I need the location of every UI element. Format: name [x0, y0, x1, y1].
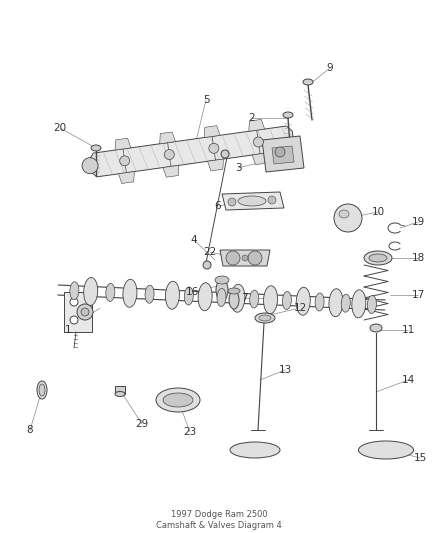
- Ellipse shape: [250, 290, 259, 308]
- Text: 8: 8: [27, 425, 33, 435]
- Circle shape: [164, 150, 174, 159]
- Text: 11: 11: [401, 325, 415, 335]
- Polygon shape: [252, 153, 268, 165]
- Ellipse shape: [166, 281, 180, 309]
- Text: 29: 29: [135, 419, 148, 429]
- Ellipse shape: [303, 79, 313, 85]
- Ellipse shape: [259, 315, 271, 321]
- Ellipse shape: [315, 293, 324, 311]
- Ellipse shape: [238, 196, 266, 206]
- Ellipse shape: [216, 279, 228, 301]
- Ellipse shape: [230, 442, 280, 458]
- Circle shape: [228, 198, 236, 206]
- Ellipse shape: [217, 288, 226, 306]
- Text: 6: 6: [215, 201, 221, 211]
- Text: 12: 12: [293, 303, 307, 313]
- Circle shape: [209, 143, 219, 154]
- Text: 18: 18: [411, 253, 424, 263]
- Polygon shape: [118, 172, 134, 183]
- Ellipse shape: [283, 292, 291, 310]
- Ellipse shape: [184, 287, 193, 305]
- Text: 5: 5: [203, 95, 209, 105]
- Text: 15: 15: [413, 453, 427, 463]
- Polygon shape: [204, 126, 220, 138]
- Ellipse shape: [163, 393, 193, 407]
- Text: 16: 16: [185, 287, 198, 297]
- Ellipse shape: [91, 145, 101, 151]
- Ellipse shape: [77, 304, 93, 320]
- Polygon shape: [115, 138, 131, 150]
- Ellipse shape: [115, 392, 125, 397]
- Text: 23: 23: [184, 427, 197, 437]
- Polygon shape: [64, 292, 92, 332]
- Polygon shape: [89, 126, 294, 177]
- Ellipse shape: [329, 289, 343, 317]
- Ellipse shape: [367, 295, 376, 313]
- Polygon shape: [272, 146, 294, 164]
- Ellipse shape: [264, 286, 278, 314]
- Ellipse shape: [370, 324, 382, 332]
- Circle shape: [70, 316, 78, 324]
- Polygon shape: [249, 119, 265, 131]
- Circle shape: [70, 298, 78, 306]
- Ellipse shape: [339, 210, 349, 218]
- Polygon shape: [115, 386, 125, 394]
- Text: 1: 1: [65, 325, 71, 335]
- Ellipse shape: [215, 276, 229, 284]
- Text: 13: 13: [279, 365, 292, 375]
- Text: 3: 3: [235, 163, 241, 173]
- Circle shape: [221, 150, 229, 158]
- Ellipse shape: [229, 291, 239, 309]
- Circle shape: [268, 196, 276, 204]
- Polygon shape: [220, 250, 270, 266]
- Ellipse shape: [84, 278, 98, 305]
- Circle shape: [334, 204, 362, 232]
- Polygon shape: [160, 132, 176, 144]
- Ellipse shape: [198, 283, 212, 311]
- Ellipse shape: [341, 294, 350, 312]
- Text: 19: 19: [411, 217, 424, 227]
- Polygon shape: [262, 136, 304, 172]
- Text: 20: 20: [53, 123, 67, 133]
- Ellipse shape: [364, 251, 392, 265]
- Circle shape: [203, 261, 211, 269]
- Text: 2: 2: [249, 113, 255, 123]
- Text: 9: 9: [327, 63, 333, 73]
- Ellipse shape: [106, 284, 115, 301]
- Circle shape: [242, 255, 248, 261]
- Ellipse shape: [156, 388, 200, 412]
- Ellipse shape: [296, 287, 310, 315]
- Text: 1997 Dodge Ram 2500
Camshaft & Valves Diagram 4: 1997 Dodge Ram 2500 Camshaft & Valves Di…: [156, 510, 282, 530]
- Text: 17: 17: [411, 290, 424, 300]
- Circle shape: [248, 251, 262, 265]
- Ellipse shape: [70, 282, 79, 300]
- Text: 10: 10: [371, 207, 385, 217]
- Polygon shape: [208, 159, 223, 171]
- Circle shape: [275, 147, 285, 157]
- Ellipse shape: [37, 381, 47, 399]
- Ellipse shape: [255, 313, 275, 323]
- Text: 4: 4: [191, 235, 197, 245]
- Ellipse shape: [123, 279, 137, 308]
- Ellipse shape: [358, 441, 413, 459]
- Text: 14: 14: [401, 375, 415, 385]
- Ellipse shape: [145, 285, 154, 303]
- Circle shape: [82, 158, 98, 174]
- Circle shape: [120, 156, 130, 166]
- Ellipse shape: [369, 254, 387, 262]
- Ellipse shape: [231, 284, 245, 312]
- Ellipse shape: [39, 384, 45, 396]
- Ellipse shape: [81, 308, 89, 316]
- Ellipse shape: [283, 112, 293, 118]
- Circle shape: [254, 137, 263, 147]
- Circle shape: [226, 251, 240, 265]
- Polygon shape: [163, 165, 179, 177]
- Text: 7: 7: [241, 293, 247, 303]
- Text: 22: 22: [203, 247, 217, 257]
- Ellipse shape: [228, 288, 240, 294]
- Polygon shape: [222, 192, 284, 210]
- Ellipse shape: [352, 290, 366, 318]
